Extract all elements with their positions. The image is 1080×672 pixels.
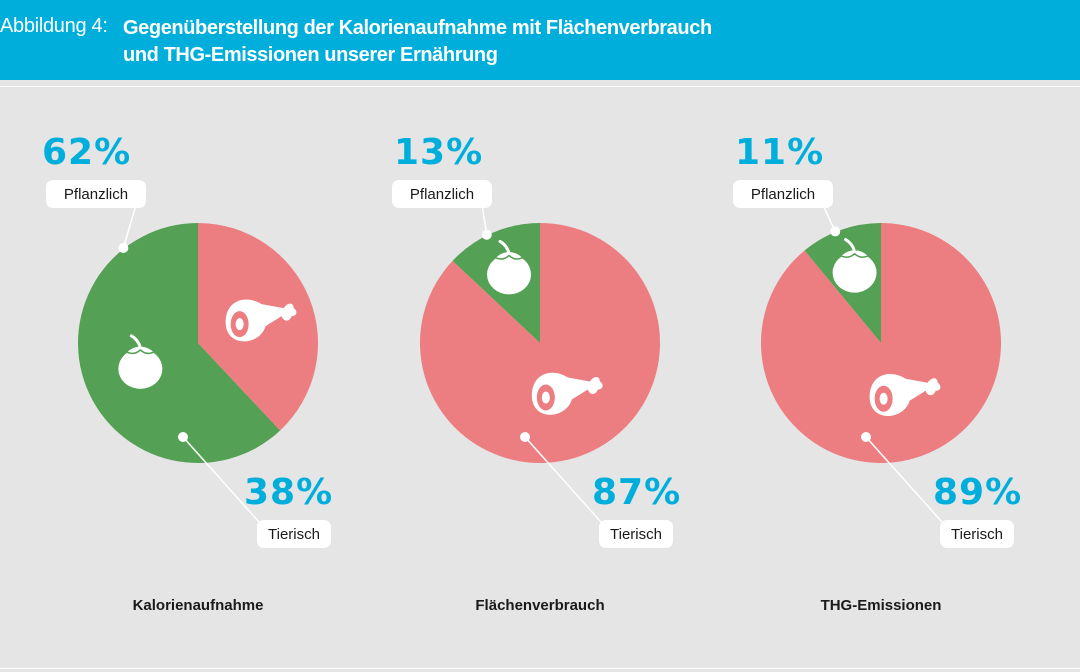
- percent-label-pflanzlich: 62%: [42, 132, 131, 173]
- callout-pflanzlich-pill: [46, 180, 146, 208]
- callout-tierisch-label: Tierisch: [610, 526, 662, 543]
- percent-label-tierisch: 89%: [933, 472, 1022, 513]
- tomato-icon-stem: [498, 239, 511, 255]
- figure-title-line-1: Gegenüberstellung der Kalorienaufnahme m…: [123, 17, 712, 39]
- callout-tierisch-label: Tierisch: [951, 526, 1003, 543]
- ham-icon: [225, 299, 297, 342]
- leader-line-tierisch: [182, 436, 260, 523]
- pie-slice-tierisch: [761, 223, 1001, 464]
- percent-label-pflanzlich: 11%: [735, 132, 824, 173]
- callout-tierisch-label: Tierisch: [268, 526, 320, 543]
- tomato-icon-body: [832, 252, 877, 293]
- ham-icon: [531, 372, 603, 415]
- callout-pflanzlich-label: Pflanzlich: [410, 186, 474, 203]
- tomato-icon-leaves: [125, 345, 156, 355]
- callout-tierisch-pill: [599, 520, 673, 548]
- leader-dot-tierisch: [520, 432, 530, 442]
- ham-icon-bone: [879, 392, 888, 405]
- ham-icon: [869, 374, 941, 417]
- chart-title: Kalorienaufnahme: [133, 597, 264, 614]
- leader-dot-pflanzlich: [481, 229, 492, 240]
- leader-dot-pflanzlich: [830, 226, 841, 237]
- pie-chart-2: Pflanzlich Tierisch 13% 87% Flächenverbrauch: [392, 132, 681, 614]
- tomato-icon-body: [487, 254, 532, 295]
- tomato-icon-leaves: [839, 248, 870, 258]
- pie-chart-1: Pflanzlich Tierisch 62% 38% Kalorienaufnahme: [42, 132, 333, 614]
- callout-pflanzlich-pill: [392, 180, 492, 208]
- tomato-icon-body: [118, 348, 163, 389]
- leader-line-pflanzlich: [481, 204, 488, 235]
- figure-title: Gegenüberstellung der Kalorienaufnahme m…: [123, 15, 823, 69]
- bottom-divider: [0, 668, 1080, 669]
- callout-tierisch-pill: [940, 520, 1014, 548]
- leader-dot-tierisch: [178, 432, 188, 442]
- tomato-icon-leaves: [493, 250, 525, 260]
- header-divider: [0, 86, 1080, 87]
- leader-line-tierisch: [865, 436, 943, 523]
- ham-icon-bone: [541, 391, 550, 404]
- tomato-icon-stem: [129, 334, 142, 350]
- ham-icon-bone: [235, 318, 244, 331]
- percent-label-pflanzlich: 13%: [394, 132, 483, 173]
- tomato-icon: [832, 238, 877, 293]
- pie-slice-tierisch: [420, 223, 660, 464]
- leader-line-pflanzlich: [122, 204, 137, 249]
- chart-title: Flächenverbrauch: [475, 597, 604, 614]
- percent-label-tierisch: 38%: [244, 472, 333, 513]
- pie-slice-pflanzlich: [77, 223, 281, 463]
- tomato-icon-stem: [844, 238, 857, 254]
- callout-pflanzlich-label: Pflanzlich: [64, 186, 128, 203]
- chart-title: THG-Emissionen: [821, 597, 942, 614]
- leader-dot-tierisch: [861, 432, 871, 442]
- callout-tierisch-pill: [257, 520, 331, 548]
- callout-pflanzlich-label: Pflanzlich: [751, 186, 815, 203]
- figure-label: Abbildung 4:: [0, 15, 108, 37]
- figure-header: Abbildung 4: Gegenüberstellung der Kalor…: [0, 0, 1080, 80]
- pie-chart-3: Pflanzlich Tierisch 11% 89% THG-Emissionen: [733, 132, 1022, 614]
- percent-label-tierisch: 87%: [592, 472, 681, 513]
- callout-pflanzlich-pill: [733, 180, 833, 208]
- figure-title-line-2: und THG-Emissionen unserer Ernährung: [123, 44, 498, 66]
- leader-dot-pflanzlich: [118, 243, 129, 254]
- tomato-icon: [118, 334, 163, 389]
- leader-line-tierisch: [524, 436, 602, 523]
- tomato-icon: [487, 239, 532, 295]
